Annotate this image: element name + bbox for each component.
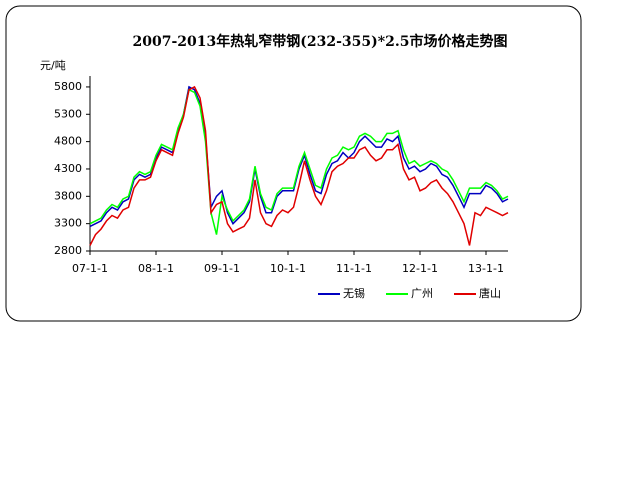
x-tick-label: 12-1-1 — [402, 262, 438, 275]
legend-label: 广州 — [411, 287, 433, 300]
x-tick-label: 10-1-1 — [270, 262, 306, 275]
x-tick-label: 11-1-1 — [336, 262, 372, 275]
chart-title: 2007-2013年热轧窄带钢(232-355)*2.5市场价格走势图 — [133, 33, 508, 50]
legend-label: 无锡 — [343, 286, 365, 300]
legend-label: 唐山 — [479, 286, 501, 300]
series-line — [89, 85, 509, 246]
y-axis-label: 元/吨 — [40, 59, 66, 72]
y-tick-label: 4800 — [54, 135, 82, 148]
x-tick-label: 08-1-1 — [138, 262, 174, 275]
x-tick-label: 07-1-1 — [72, 262, 108, 275]
series-line — [89, 88, 509, 235]
y-tick-label: 3800 — [54, 189, 82, 202]
x-tick-label: 13-1-1 — [468, 262, 504, 275]
y-tick-label: 4300 — [54, 162, 82, 175]
y-tick-label: 3300 — [54, 217, 82, 230]
x-tick-label: 09-1-1 — [204, 262, 240, 275]
y-tick-label: 5800 — [54, 80, 82, 93]
chart-frame — [5, 5, 582, 322]
y-tick-label: 2800 — [54, 244, 82, 257]
y-tick-label: 5300 — [54, 107, 82, 120]
